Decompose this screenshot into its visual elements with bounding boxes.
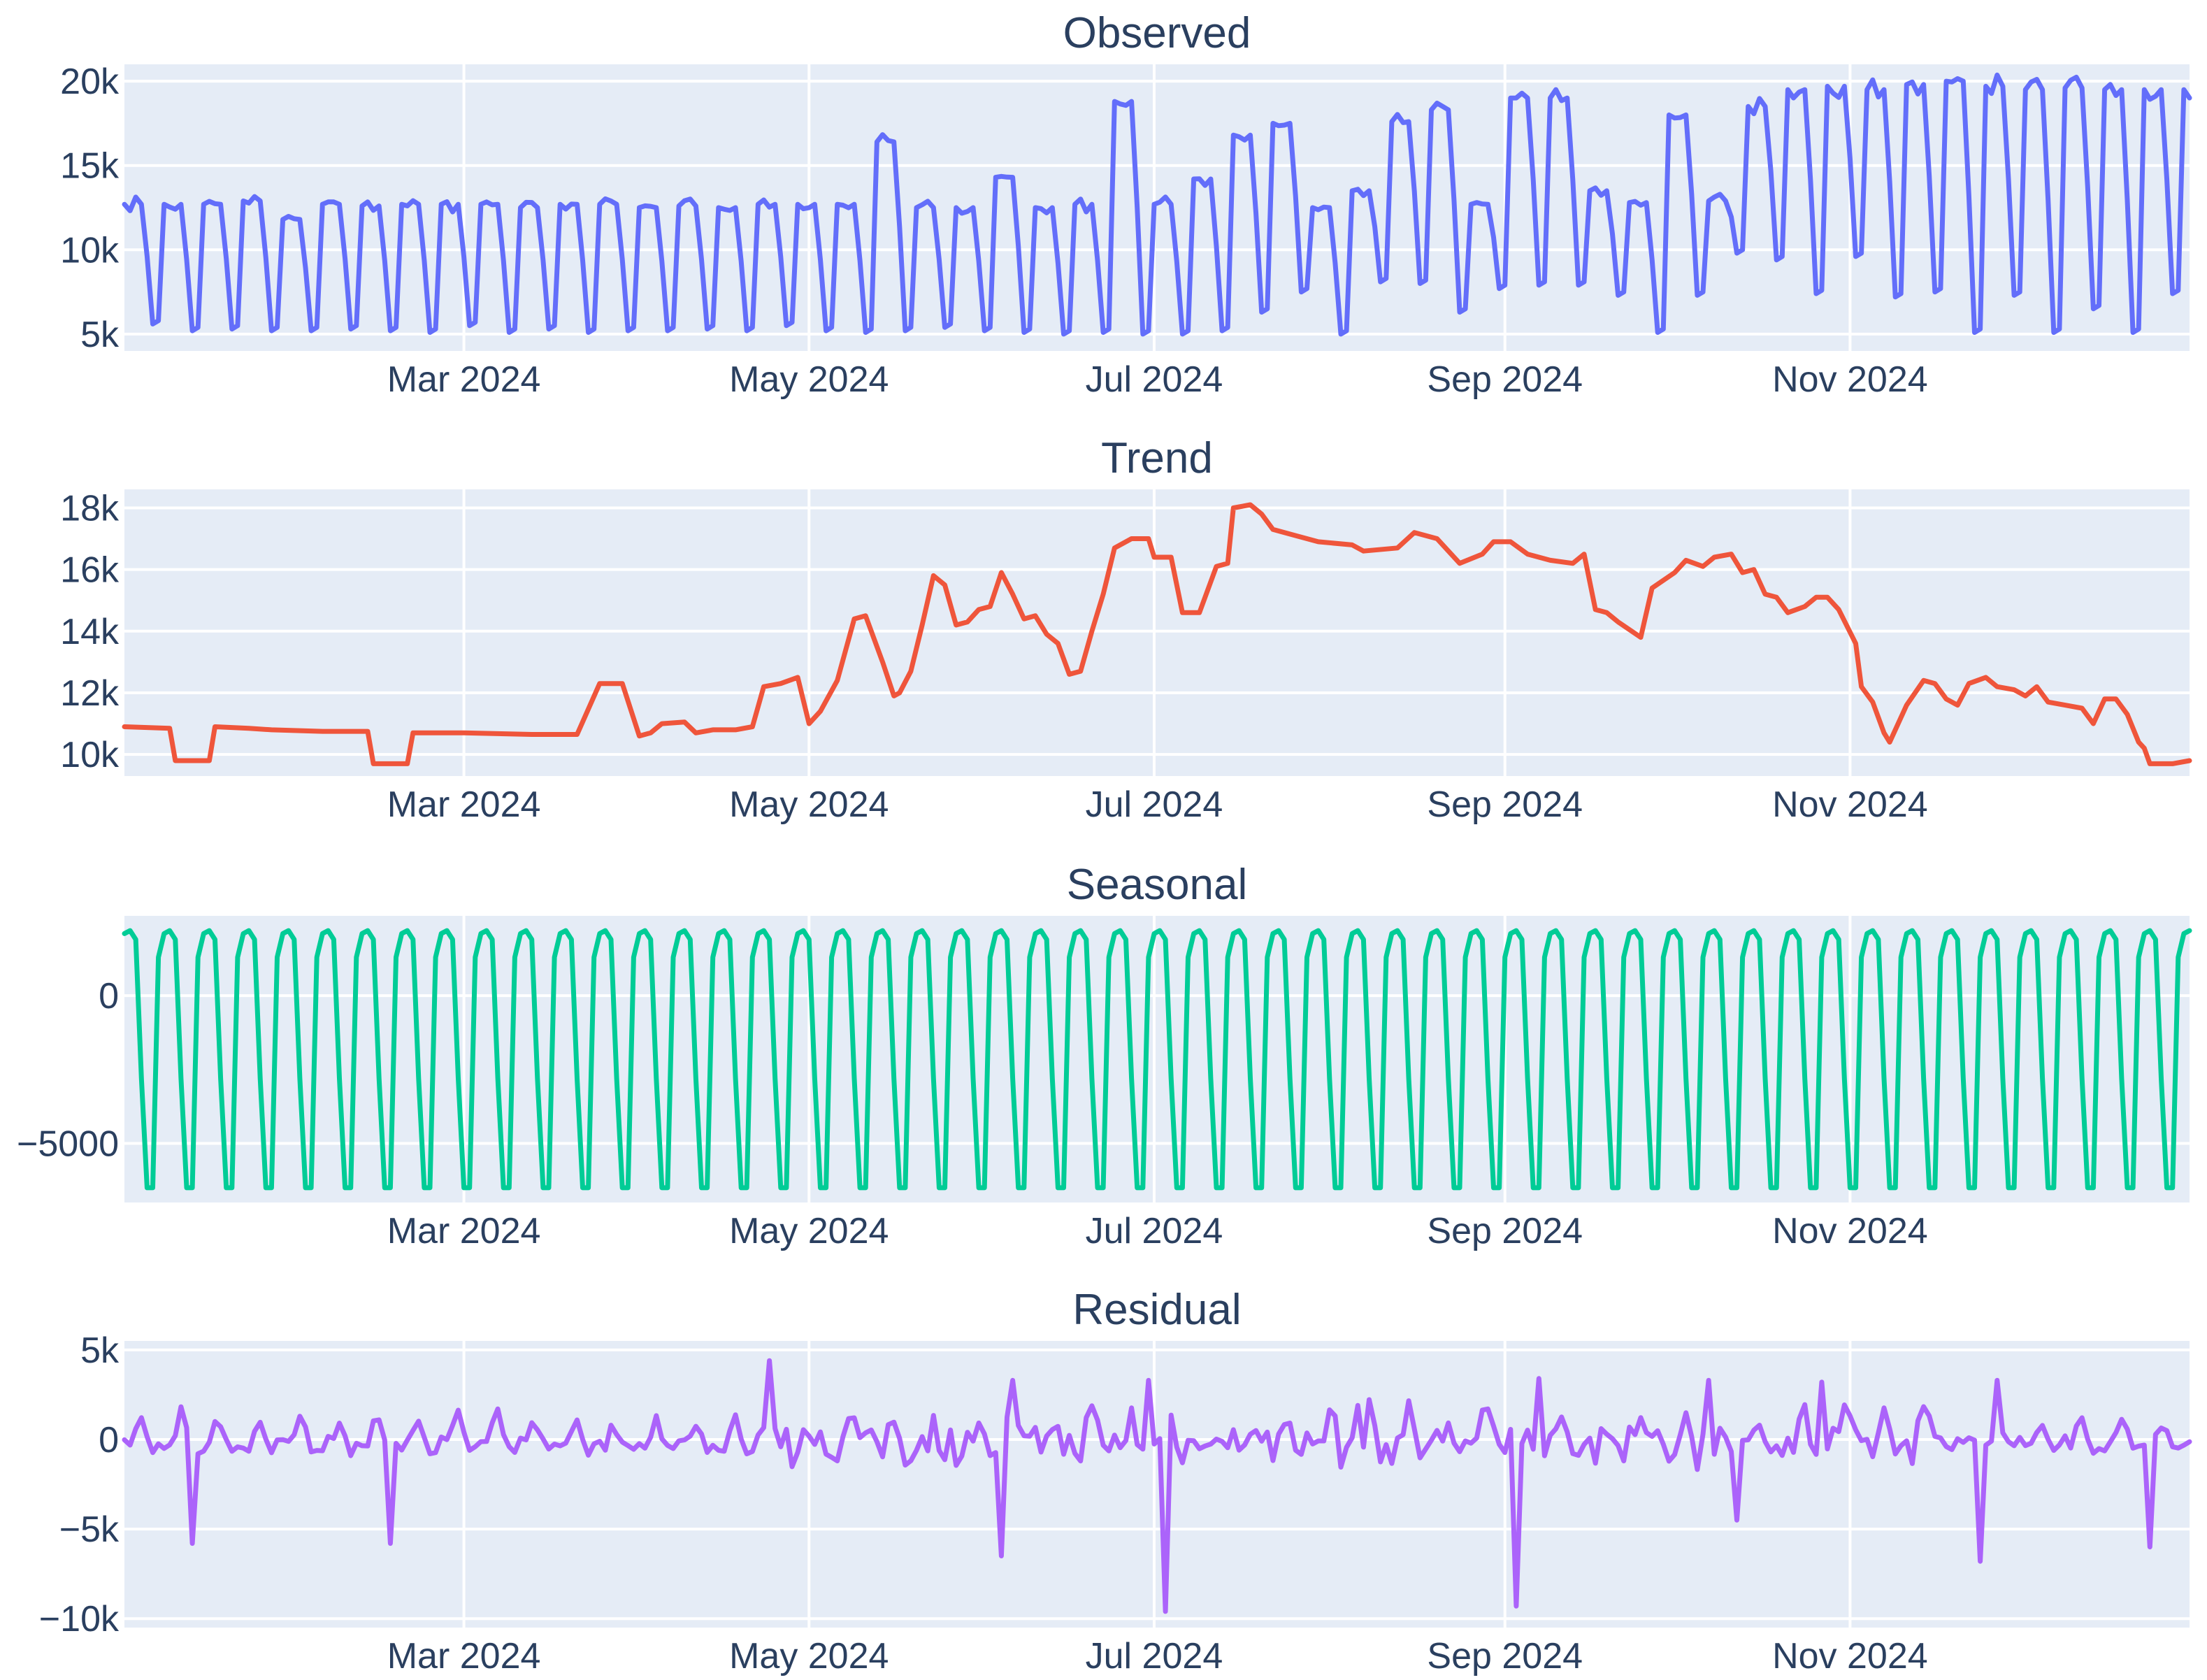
- y-tick-label: 5k: [80, 1330, 120, 1371]
- y-tick-label: 14k: [60, 612, 120, 652]
- y-tick-label: −5k: [59, 1509, 120, 1550]
- y-tick-label: −10k: [39, 1599, 120, 1639]
- panel-title: Trend: [1101, 434, 1213, 482]
- y-tick-label: −5000: [17, 1123, 119, 1164]
- panel-observed: 5k 10k 15k 20k Mar 2024 May 2024 Jul 2024 Sep 2…: [60, 9, 2192, 400]
- y-tick-label: 12k: [60, 673, 120, 714]
- y-tick-label: 10k: [60, 230, 120, 271]
- x-tick-label: May 2024: [729, 784, 889, 825]
- x-tick-label: Nov 2024: [1772, 784, 1928, 825]
- panel-trend: 10k 12k 14k 16k 18k Mar 2024 May 2024 Jul 2024 S…: [60, 434, 2192, 825]
- panel-residual: −10k −5k 0 5k Mar 2024 May 2024 Jul 2024 Sep 20…: [39, 1286, 2192, 1677]
- panel-title: Seasonal: [1067, 861, 1248, 909]
- x-tick-label: May 2024: [729, 359, 889, 400]
- x-tick-label: Jul 2024: [1086, 1636, 1223, 1677]
- y-tick-label: 0: [99, 976, 119, 1017]
- y-tick-label: 18k: [60, 488, 120, 529]
- x-tick-label: Mar 2024: [387, 359, 541, 400]
- x-tick-label: May 2024: [729, 1211, 889, 1251]
- y-tick-label: 16k: [60, 550, 120, 591]
- series-line-residual: [122, 1358, 2192, 1614]
- plot-area: [124, 489, 2190, 776]
- x-tick-label: Sep 2024: [1427, 784, 1583, 825]
- x-tick-label: Jul 2024: [1086, 1211, 1223, 1251]
- x-tick-label: Mar 2024: [387, 1636, 541, 1677]
- y-tick-label: 20k: [60, 62, 120, 102]
- y-tick-label: 10k: [60, 735, 120, 775]
- x-tick-label: Jul 2024: [1086, 784, 1223, 825]
- panel-title: Observed: [1063, 9, 1251, 57]
- x-tick-label: Nov 2024: [1772, 1211, 1928, 1251]
- panel-title: Residual: [1072, 1286, 1241, 1334]
- plot-area: [124, 1341, 2190, 1628]
- x-tick-label: Nov 2024: [1772, 359, 1928, 400]
- series-line-trend: [122, 502, 2192, 766]
- x-tick-label: Sep 2024: [1427, 1211, 1583, 1251]
- x-tick-label: Sep 2024: [1427, 1636, 1583, 1677]
- series-line-observed: [122, 72, 2192, 337]
- x-tick-label: Nov 2024: [1772, 1636, 1928, 1677]
- x-tick-label: Mar 2024: [387, 1211, 541, 1251]
- x-tick-label: May 2024: [729, 1636, 889, 1677]
- series-line-seasonal: [122, 928, 2192, 1191]
- y-tick-label: 0: [99, 1420, 119, 1460]
- x-tick-label: Jul 2024: [1086, 359, 1223, 400]
- x-tick-label: Mar 2024: [387, 784, 541, 825]
- y-tick-label: 5k: [80, 315, 120, 355]
- panel-seasonal: −5000 0 Mar 2024 May 2024 Jul 2024 Sep 2024 No…: [17, 861, 2192, 1251]
- x-tick-label: Sep 2024: [1427, 359, 1583, 400]
- y-tick-label: 15k: [60, 146, 120, 187]
